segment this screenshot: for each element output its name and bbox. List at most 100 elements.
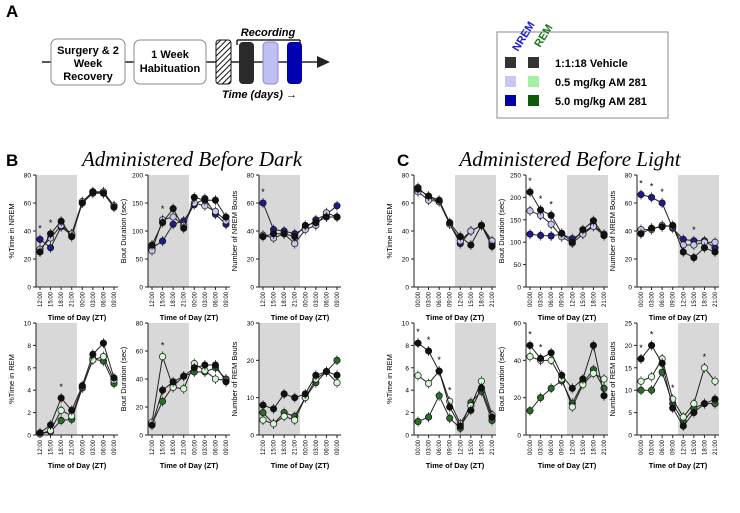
data-point — [589, 217, 597, 225]
data-point — [568, 403, 576, 411]
data-point — [648, 193, 656, 201]
significance-star: * — [38, 223, 42, 233]
x-tick-label: 03:00 — [91, 439, 97, 455]
significance-star: * — [639, 179, 643, 189]
x-tick-label: 12:00 — [458, 291, 464, 307]
significance-star: * — [539, 194, 543, 204]
data-point — [637, 191, 645, 199]
x-tick-label: 15:00 — [469, 291, 475, 307]
data-point — [648, 341, 656, 349]
data-point — [159, 219, 167, 227]
significance-star: * — [528, 176, 532, 186]
x-tick-label: 06:00 — [324, 291, 330, 307]
significance-star: * — [539, 342, 543, 352]
data-point — [333, 379, 341, 387]
data-point — [291, 394, 299, 402]
x-tick-label: 00:00 — [80, 291, 86, 307]
y-tick-label: 80 — [402, 173, 410, 180]
x-tick-label: 00:00 — [80, 439, 86, 455]
x-tick-label: 18:00 — [591, 291, 597, 307]
y-tick-label: 20 — [247, 257, 255, 264]
data-point — [99, 339, 107, 347]
habituation-line-1: 1 Week — [151, 49, 190, 61]
y-tick-label: 100 — [132, 229, 143, 236]
x-tick-label: 15:00 — [581, 439, 587, 455]
data-point — [467, 241, 475, 249]
legend-nrem-swatch-vehicle — [505, 57, 516, 68]
y-tick-label: 80 — [24, 173, 32, 180]
data-point — [690, 241, 698, 249]
significance-star: * — [161, 341, 165, 351]
data-point — [648, 373, 656, 381]
y-tick-label: 100 — [510, 240, 521, 247]
significance-star: * — [650, 181, 654, 191]
data-point — [526, 207, 534, 215]
data-point — [658, 359, 666, 367]
data-point — [700, 364, 708, 372]
y-tick-label: 20 — [625, 343, 633, 350]
data-point — [180, 385, 188, 393]
data-point — [435, 392, 443, 400]
data-point — [456, 422, 464, 430]
x-tick-label: 12:00 — [681, 439, 687, 455]
charts: 0 20 40 60 80 12:00 15:00 18:00 21:00 00:00 03:00 0… — [7, 173, 719, 470]
data-point — [333, 213, 341, 221]
legend: NREM REM 1:1:18 Vehicle 0.5 mg/kg AM 281… — [496, 20, 669, 119]
data-point — [600, 375, 608, 383]
data-point — [333, 356, 341, 364]
y-tick-label: 50 — [136, 257, 144, 264]
y-tick-label: 150 — [132, 201, 143, 208]
legend-box — [496, 31, 669, 119]
x-axis-label: Time of Day (ZT) — [538, 461, 597, 470]
data-point — [467, 406, 475, 414]
y-tick-label: 200 — [132, 173, 143, 180]
data-point — [222, 213, 230, 221]
x-tick-label: 06:00 — [101, 439, 107, 455]
data-point — [477, 221, 485, 229]
x-tick-label: 12:00 — [570, 439, 576, 455]
data-point — [547, 232, 555, 240]
data-point — [456, 233, 464, 241]
x-tick-label: 21:00 — [182, 439, 188, 455]
x-tick-label: 09:00 — [224, 291, 230, 307]
data-point — [477, 384, 485, 392]
y-axis-label: %Time in NREM — [7, 203, 16, 258]
significance-star: * — [49, 218, 53, 228]
x-tick-label: 09:00 — [335, 439, 341, 455]
data-point — [558, 371, 566, 379]
data-point — [446, 414, 454, 422]
data-point — [110, 374, 118, 382]
y-tick-label: 200 — [510, 195, 521, 202]
x-tick-label: 12:00 — [458, 439, 464, 455]
data-point — [414, 418, 422, 426]
x-tick-label: 06:00 — [549, 291, 555, 307]
data-point — [568, 384, 576, 392]
data-point — [488, 413, 496, 421]
data-point — [547, 211, 555, 219]
data-point — [537, 354, 545, 363]
y-tick-label: 40 — [24, 229, 32, 236]
x-tick-label: 03:00 — [539, 291, 545, 307]
data-point — [435, 367, 443, 375]
x-tick-label: 00:00 — [303, 439, 309, 455]
data-point — [648, 386, 656, 394]
y-tick-label: 10 — [625, 388, 633, 395]
x-tick-label: 06:00 — [437, 291, 443, 307]
x-axis-label: Time of Day (ZT) — [271, 461, 330, 470]
chart-c5: 0 20 40 60 00:00 03:00 06:00 09:00 12:00 15:00 18:… — [497, 321, 608, 470]
data-point — [679, 422, 687, 430]
y-tick-label: 80 — [136, 321, 144, 328]
x-tick-label: 18:00 — [171, 291, 177, 307]
x-tick-label: 09:00 — [560, 439, 566, 455]
y-tick-label: 0 — [405, 433, 409, 440]
y-tick-label: 60 — [247, 201, 255, 208]
x-axis-label: Time of Day (ZT) — [538, 313, 597, 322]
data-point — [169, 378, 177, 386]
x-tick-label: 03:00 — [427, 439, 433, 455]
panel-label-c: C — [397, 151, 409, 170]
data-point — [589, 369, 597, 377]
x-tick-label: 00:00 — [192, 439, 198, 455]
surgery-line-1: Surgery & 2 — [57, 45, 119, 57]
x-tick-label: 06:00 — [660, 291, 666, 307]
